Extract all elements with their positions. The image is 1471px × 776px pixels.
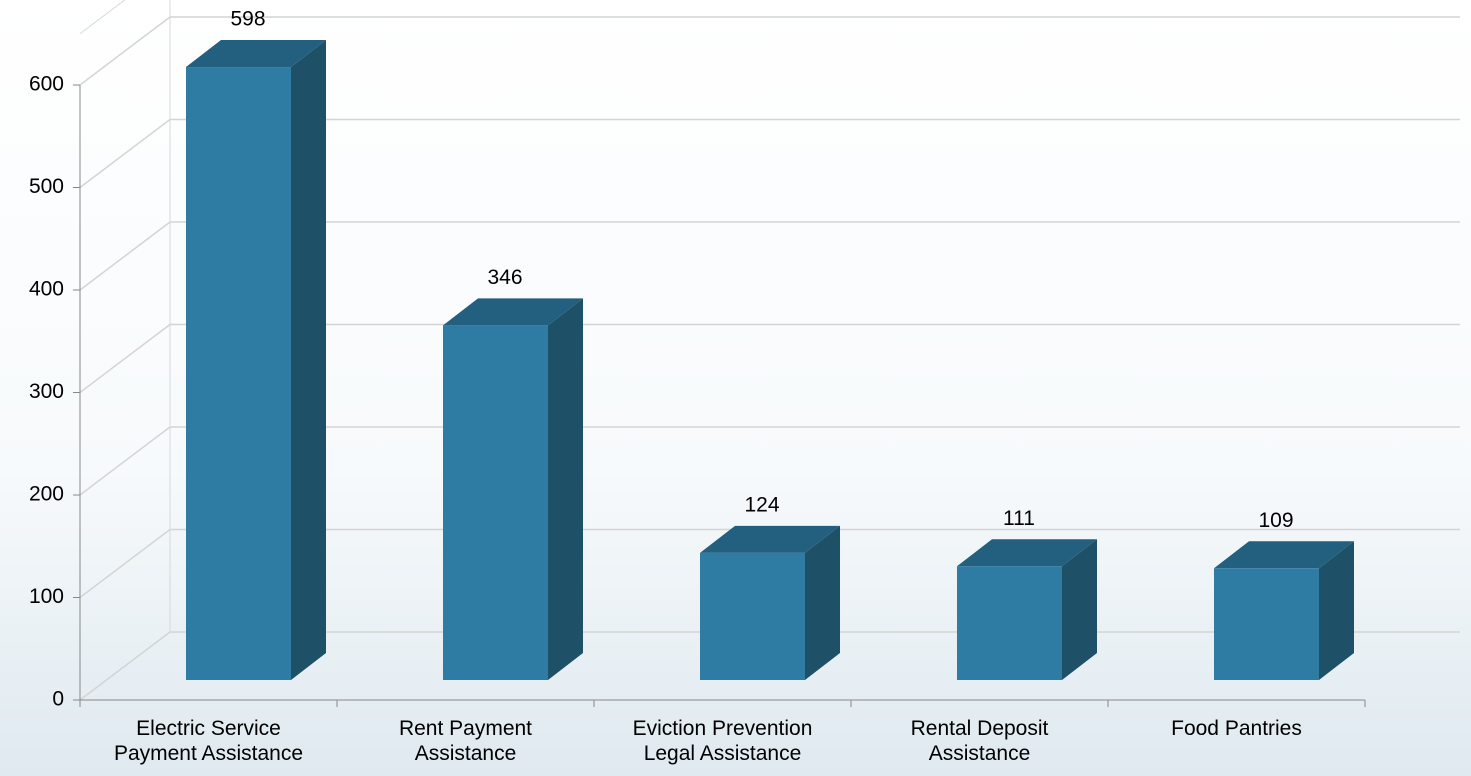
x-tick-label: Electric Service Payment Assistance	[113, 717, 304, 765]
grid-line-side	[79, 118, 171, 189]
bar-side	[1319, 541, 1354, 680]
x-tick-label: Eviction Prevention Legal Assistance	[632, 717, 813, 765]
y-tick-label: 600	[29, 73, 64, 96]
y-tick-label: 0	[52, 688, 64, 711]
x-tick-label: Rental Deposit Assistance	[910, 717, 1049, 765]
value-label: 109	[1258, 509, 1293, 532]
bar	[443, 325, 548, 680]
bar	[957, 566, 1062, 680]
side-wall	[79, 0, 171, 701]
bar-top	[186, 40, 326, 68]
y-tick-label: 200	[29, 483, 64, 506]
bar	[1214, 568, 1319, 680]
value-label: 124	[744, 493, 779, 516]
grid-line-side	[79, 528, 171, 599]
y-tick-label: 100	[29, 585, 64, 608]
bar-top	[957, 539, 1097, 567]
bar-top	[700, 525, 840, 553]
y-tick-label: 300	[29, 380, 64, 403]
value-label: 111	[1003, 507, 1035, 530]
bar	[700, 552, 805, 680]
value-label: 346	[487, 266, 522, 289]
grid-line-side	[79, 16, 171, 86]
bar-side	[1062, 539, 1097, 680]
x-tick-label: Rent Payment Assistance	[398, 717, 533, 765]
bar-side	[548, 298, 583, 680]
grid-line-side	[79, 631, 171, 701]
bar-top	[1214, 541, 1354, 569]
grid-line-side	[79, 426, 171, 496]
value-label: 598	[230, 8, 265, 31]
y-tick-label: 500	[29, 175, 64, 198]
y-tick-label: 400	[29, 278, 64, 301]
bar-side	[805, 525, 840, 680]
grid-line-side	[79, 221, 171, 291]
grid-line-side	[79, 323, 171, 394]
bar	[186, 67, 291, 681]
x-tick-label: Food Pantries	[1171, 717, 1302, 740]
bar-side	[291, 40, 326, 681]
bar-top	[443, 298, 583, 326]
